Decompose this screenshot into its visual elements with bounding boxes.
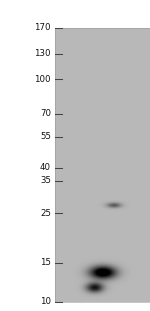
Text: 10: 10 — [40, 297, 51, 306]
FancyBboxPatch shape — [55, 28, 150, 302]
Text: 40: 40 — [40, 163, 51, 172]
Text: 25: 25 — [40, 209, 51, 218]
Text: 170: 170 — [34, 24, 51, 32]
Text: 130: 130 — [34, 49, 51, 58]
Text: 35: 35 — [40, 176, 51, 185]
Text: 100: 100 — [34, 75, 51, 84]
Text: 55: 55 — [40, 132, 51, 142]
Text: 15: 15 — [40, 258, 51, 267]
Text: 70: 70 — [40, 109, 51, 118]
